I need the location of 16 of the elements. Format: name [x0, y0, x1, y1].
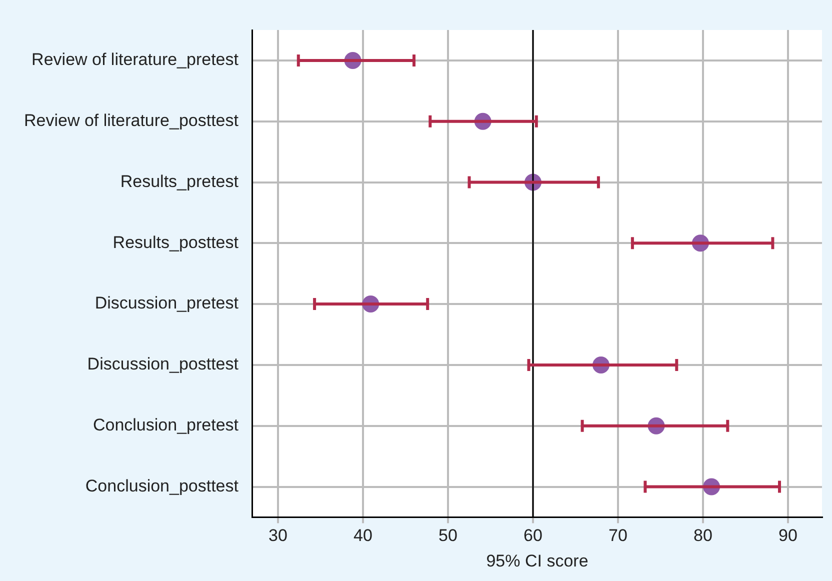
x-tick-label: 30: [268, 526, 288, 546]
y-tick-label: Review of literature_posttest: [24, 111, 239, 130]
y-tick-label: Conclusion_pretest: [92, 416, 239, 435]
y-tick-label: Results_pretest: [120, 172, 239, 191]
x-axis-title: 95% CI score: [486, 551, 588, 570]
x-tick-label: 40: [354, 526, 372, 546]
x-tick-label: 90: [778, 526, 798, 546]
x-tick-label: 50: [438, 526, 458, 546]
y-tick-label: Discussion_pretest: [94, 294, 239, 313]
x-tick-label: 80: [694, 526, 712, 546]
x-tick-label: 60: [524, 526, 542, 546]
y-tick-label: Results_posttest: [112, 232, 239, 252]
y-tick-label: Review of literature_pretest: [32, 50, 239, 70]
y-tick-label: Discussion_posttest: [87, 354, 239, 374]
x-tick-label: 70: [608, 526, 628, 546]
y-tick-label: Conclusion_posttest: [85, 476, 239, 496]
